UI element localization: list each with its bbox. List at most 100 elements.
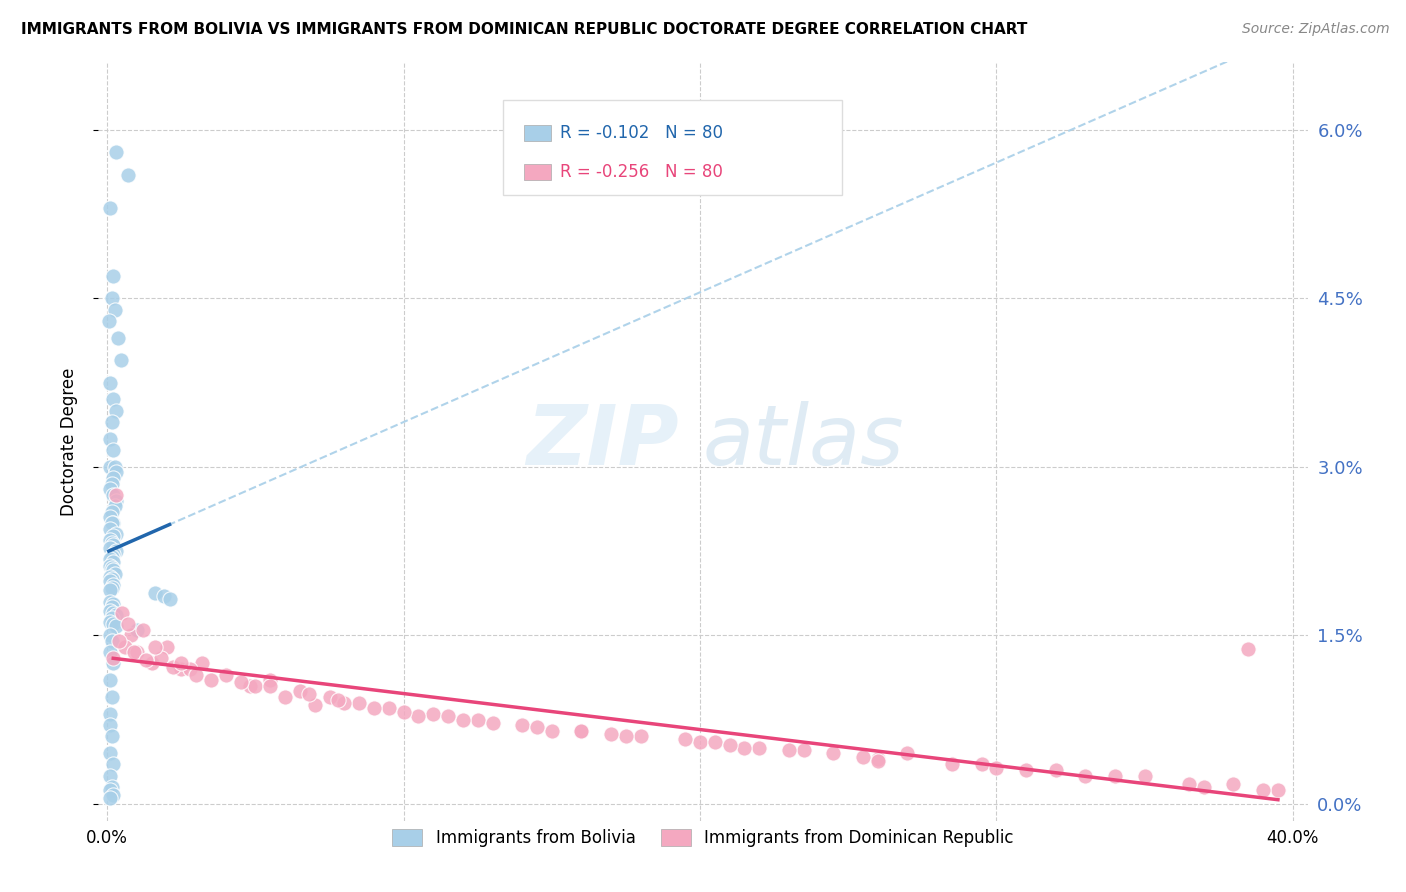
Point <box>941 757 963 772</box>
Point <box>105 403 128 417</box>
Point <box>703 735 725 749</box>
Point <box>274 690 297 704</box>
Point <box>103 442 125 457</box>
Point <box>103 529 125 543</box>
Point <box>98 769 121 783</box>
Point <box>97 314 120 328</box>
Point <box>170 662 193 676</box>
Point <box>100 476 122 491</box>
Point <box>100 611 122 625</box>
Point <box>541 723 564 738</box>
Point <box>259 679 281 693</box>
Point <box>98 558 121 573</box>
Point <box>162 659 184 673</box>
Point <box>103 516 125 530</box>
Point <box>143 585 166 599</box>
Point <box>328 693 350 707</box>
Point <box>437 709 460 723</box>
Point <box>600 727 623 741</box>
Point <box>114 640 136 654</box>
Point <box>98 552 121 566</box>
Point <box>104 566 127 581</box>
Point <box>105 608 128 623</box>
Point <box>408 709 430 723</box>
Point <box>105 493 128 508</box>
Point <box>689 735 711 749</box>
Point <box>98 628 121 642</box>
Point <box>98 594 121 608</box>
Text: Source: ZipAtlas.com: Source: ZipAtlas.com <box>1241 22 1389 37</box>
Text: atlas: atlas <box>703 401 904 482</box>
Point <box>200 673 222 688</box>
Point <box>100 415 122 429</box>
Point <box>141 657 163 671</box>
Point <box>103 563 125 577</box>
Point <box>98 783 121 797</box>
Point <box>103 555 125 569</box>
Point <box>1251 783 1274 797</box>
Point <box>298 687 321 701</box>
Point <box>630 730 652 744</box>
Point <box>215 667 238 681</box>
Point <box>98 459 121 474</box>
Point <box>1237 641 1260 656</box>
Point <box>117 617 139 632</box>
Y-axis label: Doctorate Degree: Doctorate Degree <box>59 368 77 516</box>
Point <box>98 202 121 216</box>
Point <box>105 488 128 502</box>
Point <box>852 749 875 764</box>
Point <box>152 589 174 603</box>
Point <box>103 617 125 632</box>
Text: 40.0%: 40.0% <box>1267 829 1319 847</box>
Point <box>98 570 121 584</box>
Point <box>98 583 121 598</box>
Point <box>748 740 770 755</box>
Point <box>105 619 128 633</box>
Point <box>304 698 326 712</box>
Point <box>100 516 122 530</box>
Point <box>318 690 340 704</box>
Point <box>970 757 993 772</box>
Point <box>104 459 127 474</box>
Point <box>467 713 489 727</box>
Point <box>104 302 127 317</box>
Point <box>105 466 128 480</box>
Point <box>105 527 128 541</box>
Point <box>98 673 121 688</box>
Text: 0.0%: 0.0% <box>86 829 128 847</box>
Point <box>793 743 815 757</box>
Point <box>186 667 208 681</box>
Point <box>103 606 125 620</box>
Point <box>110 353 132 368</box>
Point <box>98 746 121 760</box>
Point <box>143 640 166 654</box>
Point <box>239 679 262 693</box>
Point <box>100 780 122 794</box>
Point <box>103 392 125 407</box>
Point <box>132 623 155 637</box>
Point <box>100 549 122 564</box>
Point <box>104 499 127 513</box>
Point <box>98 533 121 547</box>
Point <box>526 720 548 734</box>
Point <box>1267 783 1289 797</box>
Point <box>1074 769 1097 783</box>
Point <box>259 673 281 688</box>
Point <box>108 634 131 648</box>
Point <box>98 432 121 446</box>
Point <box>98 574 121 589</box>
Point <box>111 606 134 620</box>
Point <box>245 679 267 693</box>
Point <box>1178 776 1201 790</box>
Point <box>125 623 148 637</box>
Point <box>100 600 122 615</box>
Point <box>105 544 128 558</box>
Point <box>673 731 696 746</box>
Point <box>451 713 474 727</box>
Point <box>614 730 637 744</box>
Point <box>155 640 177 654</box>
Point <box>1192 780 1215 794</box>
Point <box>1015 763 1038 777</box>
Point <box>392 705 415 719</box>
Point <box>98 604 121 618</box>
